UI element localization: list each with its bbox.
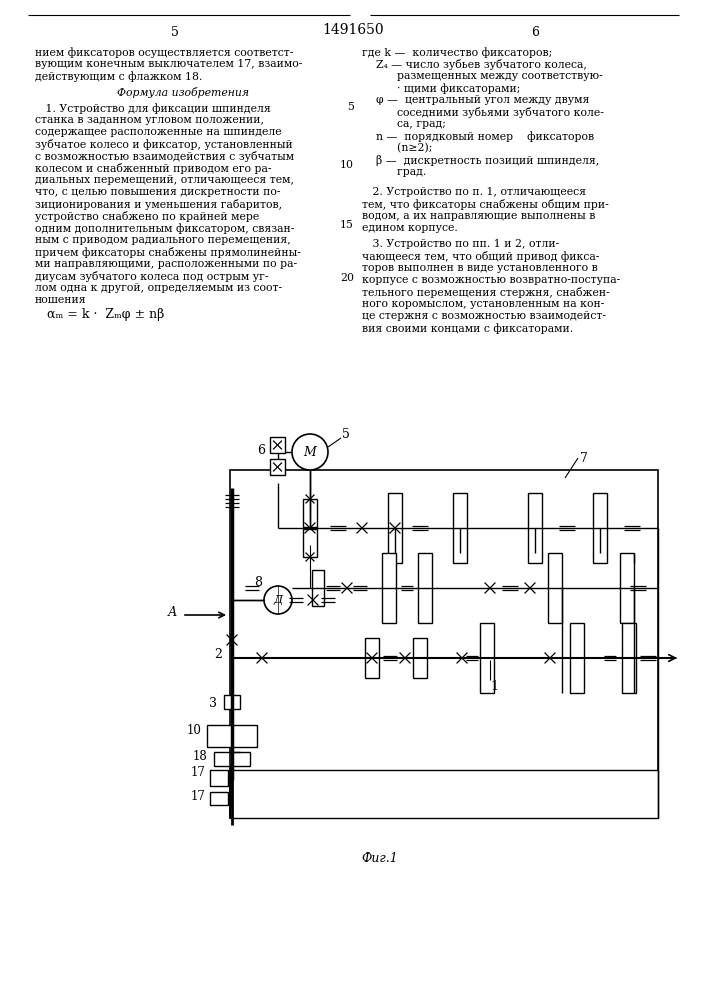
Bar [570,623,584,693]
Text: 10: 10 [187,724,202,736]
Bar [230,470,658,818]
Text: φ —  центральный угол между двумя: φ — центральный угол между двумя [362,95,590,105]
Text: β —  дискретность позиций шпинделя,: β — дискретность позиций шпинделя, [362,155,600,166]
Text: 15: 15 [340,220,354,230]
Text: нием фиксаторов осуществляется соответст-: нием фиксаторов осуществляется соответст… [35,47,293,58]
Bar [230,770,658,818]
Text: чающееся тем, что общий привод фикса-: чающееся тем, что общий привод фикса- [362,251,600,262]
Text: град.: град. [362,167,426,177]
Text: (n≥2);: (n≥2); [362,143,433,153]
Text: 5: 5 [171,25,179,38]
Bar [210,770,228,786]
Text: ным с приводом радиального перемещения,: ным с приводом радиального перемещения, [35,235,291,245]
Text: действующим с флажком 18.: действующим с флажком 18. [35,71,202,82]
Bar [548,553,562,623]
Bar [303,499,317,527]
Circle shape [264,586,292,614]
Bar [388,493,402,563]
Text: зиционирования и уменьшения габаритов,: зиционирования и уменьшения габаритов, [35,199,282,210]
Text: 7: 7 [580,452,588,464]
Text: что, с целью повышения дискретности по-: что, с целью повышения дискретности по- [35,187,281,197]
Circle shape [292,434,328,470]
Text: едином корпусе.: едином корпусе. [362,223,457,233]
Text: соседними зубьями зубчатого коле-: соседними зубьями зубчатого коле- [362,107,604,118]
Text: 10: 10 [340,160,354,170]
Bar [214,752,250,766]
Text: станка в заданном угловом положении,: станка в заданном угловом положении, [35,115,264,125]
Bar [210,792,228,805]
Text: 1491650: 1491650 [322,23,384,37]
Bar [312,570,324,606]
Text: колесом и снабженный приводом его ра-: колесом и снабженный приводом его ра- [35,163,271,174]
Bar [413,638,427,678]
Text: 17: 17 [190,790,205,804]
Text: 5: 5 [347,102,354,112]
Text: тельного перемещения стержня, снабжен-: тельного перемещения стержня, снабжен- [362,287,609,298]
Circle shape [229,794,237,802]
Text: зубчатое колесо и фиксатор, установленный: зубчатое колесо и фиксатор, установленны… [35,139,293,150]
Text: ми направляющими, расположенными по ра-: ми направляющими, расположенными по ра- [35,259,297,269]
Text: где k —  количество фиксаторов;: где k — количество фиксаторов; [362,47,552,58]
Bar [418,553,432,623]
Bar [480,623,494,693]
Text: 3. Устройство по пп. 1 и 2, отли-: 3. Устройство по пп. 1 и 2, отли- [362,239,559,249]
Text: диальных перемещений, отличающееся тем,: диальных перемещений, отличающееся тем, [35,175,294,185]
Text: са, град;: са, град; [362,119,446,129]
Text: Фиг.1: Фиг.1 [361,852,398,865]
Text: М: М [303,446,316,458]
Text: 18: 18 [192,750,207,764]
Bar [620,553,634,623]
Text: содержащее расположенные на шпинделе: содержащее расположенные на шпинделе [35,127,281,137]
Bar [270,437,285,453]
Bar [453,493,467,563]
Text: це стержня с возможностью взаимодейст-: це стержня с возможностью взаимодейст- [362,311,606,321]
Bar [207,725,257,747]
Text: 6: 6 [531,25,539,38]
Bar [224,695,240,709]
Text: причем фиксаторы снабжены прямолинейны-: причем фиксаторы снабжены прямолинейны- [35,247,301,258]
Text: 5: 5 [342,428,350,440]
Text: 17: 17 [190,766,205,780]
Text: n —  порядковый номер    фиксаторов: n — порядковый номер фиксаторов [362,131,594,142]
Text: водом, а их направляющие выполнены в: водом, а их направляющие выполнены в [362,211,595,221]
Text: торов выполнен в виде установленного в: торов выполнен в виде установленного в [362,263,597,273]
Text: Z₄ — число зубьев зубчатого колеса,: Z₄ — число зубьев зубчатого колеса, [362,59,587,70]
Bar [528,493,542,563]
Bar [365,638,379,678]
Text: Формула изобретения: Формула изобретения [117,87,249,98]
Bar [303,529,317,557]
Text: вия своими концами с фиксаторами.: вия своими концами с фиксаторами. [362,323,573,334]
Text: 2. Устройство по п. 1, отличающееся: 2. Устройство по п. 1, отличающееся [362,187,586,197]
Bar [382,553,396,623]
Text: А: А [168,605,177,618]
Text: одним дополнительным фиксатором, связан-: одним дополнительным фиксатором, связан- [35,223,294,234]
Bar [622,623,636,693]
Text: 6: 6 [257,444,265,458]
Text: с возможностью взаимодействия с зубчатым: с возможностью взаимодействия с зубчатым [35,151,294,162]
Bar [270,459,285,475]
Text: 1. Устройство для фиксации шпинделя: 1. Устройство для фиксации шпинделя [35,103,271,114]
Text: 1: 1 [490,680,498,692]
Text: Д: Д [274,595,283,605]
Text: размещенных между соответствую-: размещенных между соответствую- [362,71,603,81]
Bar [593,493,607,563]
Text: устройство снабжено по крайней мере: устройство снабжено по крайней мере [35,211,259,222]
Text: ношения: ношения [35,295,87,305]
Text: 20: 20 [340,273,354,283]
Text: 8: 8 [254,576,262,588]
Text: диусам зубчатого колеса под острым уг-: диусам зубчатого колеса под острым уг- [35,271,269,282]
Text: · щими фиксаторами;: · щими фиксаторами; [362,83,520,94]
Text: корпусе с возможностью возвратно-поступа-: корпусе с возможностью возвратно-поступа… [362,275,620,285]
Text: 2: 2 [214,648,222,662]
Text: ного коромыслом, установленным на кон-: ного коромыслом, установленным на кон- [362,299,604,309]
Text: 3: 3 [209,697,217,710]
Text: αₘ = k ·  Zₘφ ± nβ: αₘ = k · Zₘφ ± nβ [35,308,164,321]
Text: лом одна к другой, определяемым из соот-: лом одна к другой, определяемым из соот- [35,283,282,293]
Text: тем, что фиксаторы снабжены общим при-: тем, что фиксаторы снабжены общим при- [362,199,609,210]
Text: вующим конечным выключателем 17, взаимо-: вующим конечным выключателем 17, взаимо- [35,59,303,69]
